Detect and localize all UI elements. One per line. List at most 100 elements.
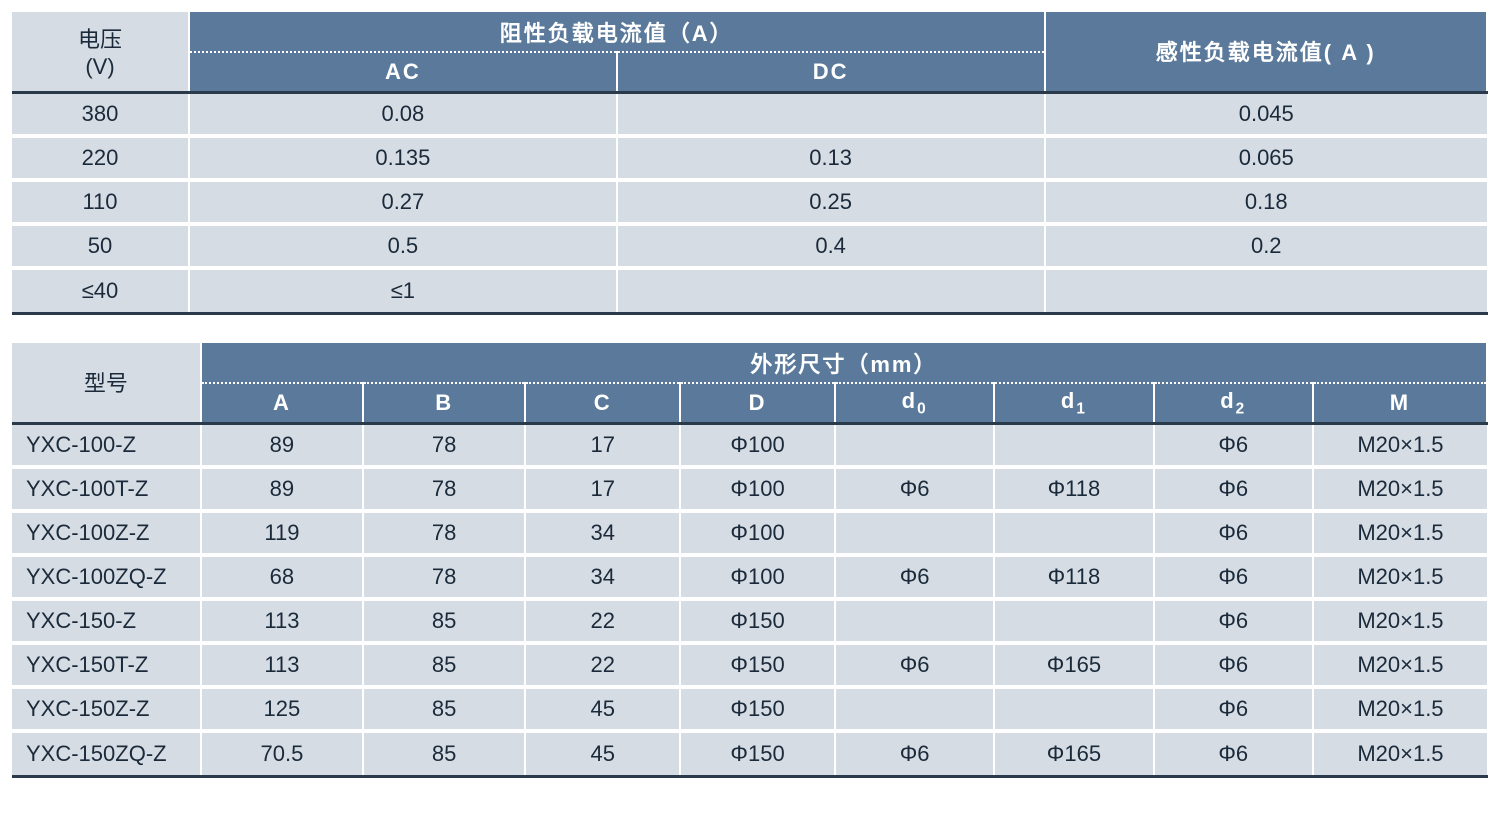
table2-row: YXC-150ZQ-Z70.58545Φ150Φ6Φ165Φ6M20×1.5: [12, 731, 1487, 775]
dim-col-header: d2: [1154, 383, 1313, 423]
dim-cell: Φ150: [680, 687, 835, 731]
voltage-cell: 380: [12, 92, 189, 136]
model-cell: YXC-150ZQ-Z: [12, 731, 201, 775]
dim-cell: Φ6: [1154, 731, 1313, 775]
dimensions-table: 型号 外形尺寸（mm） ABCDd0d1d2M YXC-100-Z897817Φ…: [12, 343, 1488, 775]
inductive-cell: 0.065: [1045, 136, 1488, 180]
dim-col-header: d1: [994, 383, 1153, 423]
dim-cell: M20×1.5: [1313, 731, 1487, 775]
ac-cell: ≤1: [189, 268, 617, 312]
table2-row: YXC-100-Z897817Φ100Φ6M20×1.5: [12, 423, 1487, 467]
dim-cell: [835, 599, 994, 643]
voltage-header: 电压 (V): [12, 12, 189, 92]
dim-cell: 34: [525, 555, 680, 599]
table2-header-row2: ABCDd0d1d2M: [12, 383, 1487, 423]
dim-cell: 68: [201, 555, 363, 599]
dim-cell: Φ6: [835, 555, 994, 599]
dim-cell: M20×1.5: [1313, 599, 1487, 643]
dim-cell: Φ100: [680, 423, 835, 467]
table1-row: 500.50.40.2: [12, 224, 1487, 268]
dim-cell: 85: [363, 687, 525, 731]
inductive-load-header: 感性负载电流值( A ): [1045, 12, 1488, 92]
dim-cell: 17: [525, 423, 680, 467]
model-cell: YXC-100Z-Z: [12, 511, 201, 555]
dim-cell: M20×1.5: [1313, 511, 1487, 555]
dim-cell: 125: [201, 687, 363, 731]
ac-cell: 0.08: [189, 92, 617, 136]
dim-cell: 22: [525, 643, 680, 687]
dim-cell: 45: [525, 731, 680, 775]
model-cell: YXC-100-Z: [12, 423, 201, 467]
table1-row: ≤40≤1: [12, 268, 1487, 312]
dc-cell: [617, 92, 1045, 136]
table2-header-row1: 型号 外形尺寸（mm）: [12, 343, 1487, 383]
table2-row: YXC-150Z-Z1258545Φ150 Φ6M20×1.5: [12, 687, 1487, 731]
dim-cell: 119: [201, 511, 363, 555]
inductive-cell: 0.045: [1045, 92, 1488, 136]
dim-cell: Φ6: [1154, 555, 1313, 599]
table2-row: YXC-100Z-Z1197834Φ100Φ6M20×1.5: [12, 511, 1487, 555]
voltage-label-2: (V): [85, 54, 114, 79]
dim-col-header: d0: [835, 383, 994, 423]
inductive-cell: 0.18: [1045, 180, 1488, 224]
table1-row: 3800.08 0.045: [12, 92, 1487, 136]
dim-cell: Φ6: [1154, 599, 1313, 643]
table2-row: YXC-150-Z1138522Φ150Φ6M20×1.5: [12, 599, 1487, 643]
dim-cell: 85: [363, 643, 525, 687]
table1-row: 2200.1350.130.065: [12, 136, 1487, 180]
dim-cell: [994, 511, 1153, 555]
voltage-cell: ≤40: [12, 268, 189, 312]
dim-cell: Φ100: [680, 467, 835, 511]
dim-cell: 78: [363, 555, 525, 599]
dim-cell: [994, 599, 1153, 643]
dim-cell: 34: [525, 511, 680, 555]
voltage-cell: 110: [12, 180, 189, 224]
dc-cell: 0.4: [617, 224, 1045, 268]
dim-cell: 70.5: [201, 731, 363, 775]
dc-cell: [617, 268, 1045, 312]
dim-cell: Φ6: [1154, 467, 1313, 511]
dim-col-header: A: [201, 383, 363, 423]
dim-cell: 85: [363, 731, 525, 775]
inductive-cell: [1045, 268, 1488, 312]
dim-cell: Φ6: [1154, 687, 1313, 731]
dim-col-header: B: [363, 383, 525, 423]
table2-row: YXC-150T-Z1138522Φ150Φ6Φ165Φ6M20×1.5: [12, 643, 1487, 687]
voltage-cell: 50: [12, 224, 189, 268]
dim-cell: Φ6: [835, 731, 994, 775]
dc-cell: 0.25: [617, 180, 1045, 224]
ac-header: AC: [189, 52, 617, 92]
dim-cell: 78: [363, 467, 525, 511]
dim-cell: Φ150: [680, 643, 835, 687]
dim-cell: Φ6: [835, 643, 994, 687]
dim-cell: 78: [363, 511, 525, 555]
table1-header-row1: 电压 (V) 阻性负载电流值（A） 感性负载电流值( A ): [12, 12, 1487, 52]
dim-col-header: M: [1313, 383, 1487, 423]
dim-cell: [835, 687, 994, 731]
dim-cell: Φ100: [680, 511, 835, 555]
dim-cell: 113: [201, 643, 363, 687]
dim-cell: M20×1.5: [1313, 467, 1487, 511]
model-cell: YXC-150Z-Z: [12, 687, 201, 731]
dim-cell: [994, 687, 1153, 731]
dim-cell: M20×1.5: [1313, 423, 1487, 467]
dim-cell: Φ165: [994, 643, 1153, 687]
dim-cell: 45: [525, 687, 680, 731]
voltage-label-1: 电压: [78, 27, 122, 52]
resistive-load-header: 阻性负载电流值（A）: [189, 12, 1045, 52]
model-cell: YXC-100ZQ-Z: [12, 555, 201, 599]
dim-cell: 78: [363, 423, 525, 467]
dim-cell: Φ165: [994, 731, 1153, 775]
dimensions-header: 外形尺寸（mm）: [201, 343, 1487, 383]
dim-cell: [994, 423, 1153, 467]
dim-cell: Φ150: [680, 599, 835, 643]
inductive-cell: 0.2: [1045, 224, 1488, 268]
dim-cell: Φ6: [835, 467, 994, 511]
dim-cell: Φ6: [1154, 423, 1313, 467]
dim-cell: 89: [201, 467, 363, 511]
model-header: 型号: [12, 343, 201, 423]
dim-cell: [835, 511, 994, 555]
dc-header: DC: [617, 52, 1045, 92]
dim-cell: M20×1.5: [1313, 687, 1487, 731]
dim-cell: M20×1.5: [1313, 643, 1487, 687]
